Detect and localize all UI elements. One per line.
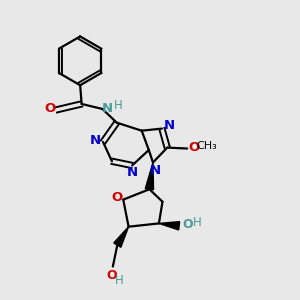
- Polygon shape: [145, 163, 154, 190]
- Text: CH₃: CH₃: [196, 141, 217, 151]
- Polygon shape: [159, 222, 180, 230]
- Text: N: N: [149, 164, 161, 177]
- Text: O: O: [45, 103, 56, 116]
- Text: H: H: [113, 99, 122, 112]
- Text: O: O: [183, 218, 193, 231]
- Text: O: O: [106, 269, 117, 282]
- Text: N: N: [164, 119, 175, 132]
- Text: N: N: [89, 134, 100, 147]
- Text: N: N: [102, 102, 113, 115]
- Polygon shape: [114, 227, 129, 247]
- Text: H: H: [193, 216, 202, 229]
- Text: N: N: [127, 167, 138, 179]
- Text: O: O: [112, 191, 123, 204]
- Text: H: H: [114, 274, 123, 287]
- Text: O: O: [189, 141, 200, 154]
